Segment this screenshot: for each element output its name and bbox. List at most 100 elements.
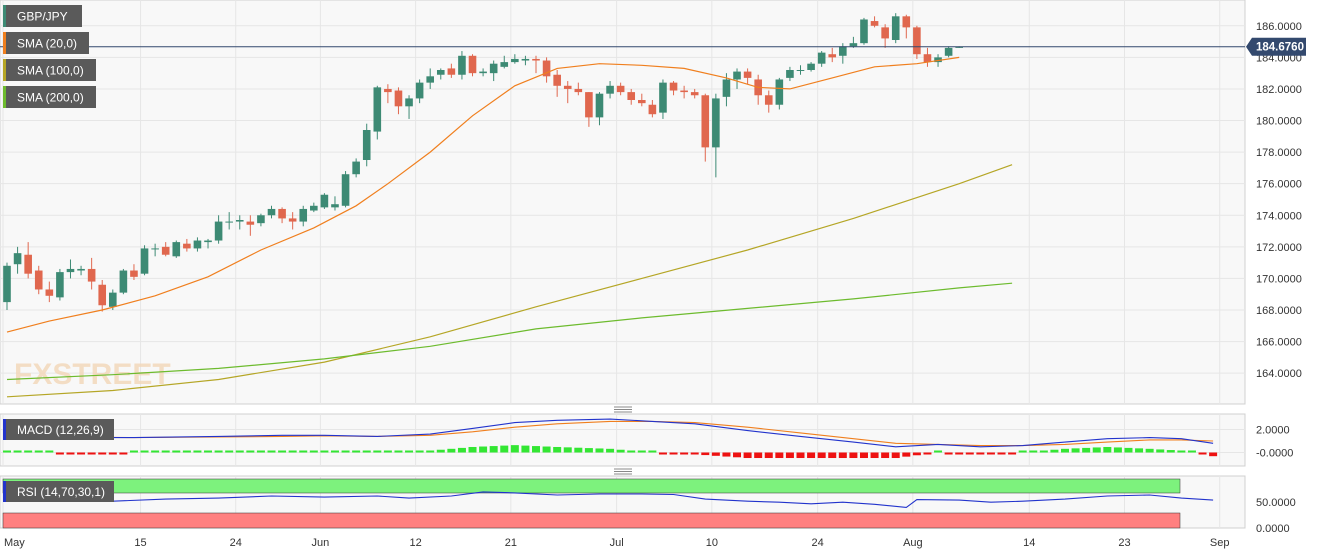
macd-histogram-bar bbox=[87, 452, 96, 455]
y-tick-label: 174.0000 bbox=[1256, 210, 1302, 222]
macd-histogram-bar bbox=[510, 445, 519, 453]
macd-histogram-bar bbox=[912, 452, 921, 456]
y-tick-label: 168.0000 bbox=[1256, 305, 1302, 317]
candle-body bbox=[680, 90, 688, 93]
candle-body bbox=[489, 63, 498, 74]
macd-histogram-bar bbox=[436, 449, 445, 453]
macd-histogram-bar bbox=[415, 450, 424, 453]
candle-body bbox=[511, 58, 519, 63]
macd-histogram-bar bbox=[584, 448, 593, 453]
macd-histogram-bar bbox=[955, 452, 964, 455]
macd-histogram-bar bbox=[330, 450, 339, 453]
candle-body bbox=[161, 246, 170, 255]
candle-body bbox=[606, 85, 614, 94]
watermark: FXSTREET bbox=[14, 358, 171, 391]
y-tick-label: 178.0000 bbox=[1256, 147, 1302, 159]
macd-histogram-bar bbox=[309, 450, 318, 453]
ticker-label: GBP/JPY bbox=[17, 10, 68, 24]
macd-histogram-bar bbox=[1124, 447, 1133, 453]
macd-histogram-bar bbox=[521, 445, 530, 453]
candle-body bbox=[733, 71, 741, 80]
candle-body bbox=[923, 54, 932, 63]
candle-body bbox=[384, 88, 392, 93]
last-price-badge: 184.6760 bbox=[1246, 37, 1306, 56]
macd-histogram-bar bbox=[828, 452, 837, 459]
candle-body bbox=[288, 218, 297, 222]
candle-body bbox=[542, 60, 551, 77]
macd-histogram-bar bbox=[627, 450, 636, 453]
candle-body bbox=[140, 248, 149, 274]
legend-macd[interactable]: MACD (12,26,9) bbox=[3, 419, 114, 440]
candle-body bbox=[373, 87, 382, 132]
macd-histogram-bar bbox=[457, 447, 466, 453]
macd-histogram-bar bbox=[341, 450, 350, 453]
candle-body bbox=[638, 100, 646, 104]
x-tick-label: Jul bbox=[610, 537, 624, 549]
macd-histogram-bar bbox=[658, 452, 667, 455]
macd-histogram-bar bbox=[383, 450, 392, 453]
candle-body bbox=[225, 221, 233, 223]
y-tick-label: 166.0000 bbox=[1256, 337, 1302, 349]
macd-histogram-bar bbox=[256, 450, 265, 453]
macd-histogram-bar bbox=[352, 450, 361, 453]
candle-body bbox=[320, 194, 329, 208]
candle-body bbox=[891, 16, 900, 40]
candle-body bbox=[45, 289, 54, 296]
macd-histogram-bar bbox=[807, 452, 816, 459]
legend-ticker[interactable]: GBP/JPY bbox=[3, 5, 82, 27]
macd-histogram-bar bbox=[77, 452, 86, 455]
macd-histogram-bar bbox=[1071, 448, 1080, 453]
candle-body bbox=[563, 85, 572, 89]
macd-histogram-bar bbox=[595, 448, 604, 453]
candle-body bbox=[426, 76, 434, 83]
macd-histogram-bar bbox=[764, 452, 773, 459]
candle-body bbox=[109, 292, 117, 307]
legend-sma-200[interactable]: SMA (200,0) bbox=[3, 86, 96, 108]
macd-histogram-bar bbox=[1018, 450, 1027, 453]
sma-100-label: SMA (100,0) bbox=[17, 64, 84, 78]
macd-histogram-bar bbox=[55, 452, 64, 455]
macd-pane bbox=[0, 413, 1246, 467]
candle-body bbox=[627, 92, 636, 100]
last-price-value: 184.6760 bbox=[1256, 42, 1304, 54]
legend-sma-100[interactable]: SMA (100,0) bbox=[3, 59, 96, 81]
candle-body bbox=[479, 71, 487, 74]
macd-histogram-bar bbox=[754, 452, 763, 459]
rsi-y-tick-label: 0.0000 bbox=[1256, 523, 1290, 535]
candle-body bbox=[56, 272, 64, 298]
candle-body bbox=[66, 268, 75, 273]
candle-body bbox=[722, 79, 731, 97]
candle-body bbox=[786, 70, 794, 78]
macd-histogram-bar bbox=[1177, 450, 1186, 453]
x-tick-label: 15 bbox=[134, 537, 146, 549]
x-axis: May 15 24 Jun 12 21 Jul 10 24 Aug 14 23 Sep bbox=[4, 537, 1229, 549]
macd-histogram-bar bbox=[1198, 452, 1207, 455]
macd-histogram-bar bbox=[606, 448, 615, 453]
macd-resize-handle[interactable] bbox=[614, 406, 632, 413]
candle-body bbox=[468, 55, 477, 74]
macd-y-tick-label: 2.0000 bbox=[1256, 425, 1290, 437]
macd-histogram-bar bbox=[1135, 448, 1144, 453]
x-tick-label: Sep bbox=[1210, 537, 1230, 549]
macd-histogram-bar bbox=[3, 450, 11, 453]
x-tick-label: Jun bbox=[312, 537, 330, 549]
sma-line-1 bbox=[6, 164, 1013, 398]
rsi-y-tick-label: 50.0000 bbox=[1256, 497, 1296, 509]
macd-histogram-bar bbox=[235, 450, 244, 453]
macd-histogram-bar bbox=[1082, 447, 1091, 453]
macd-histogram-bar bbox=[838, 452, 847, 459]
main-pane bbox=[0, 0, 1246, 405]
macd-histogram-bar bbox=[1008, 452, 1017, 455]
macd-histogram-bar bbox=[775, 452, 784, 459]
macd-histogram-bar bbox=[1061, 448, 1069, 453]
candle-body bbox=[172, 242, 181, 257]
candle-body bbox=[839, 46, 847, 56]
rsi-resize-handle[interactable] bbox=[614, 468, 632, 475]
candle-body bbox=[193, 240, 202, 249]
macd-histogram-bar bbox=[161, 450, 170, 453]
macd-histogram-bar bbox=[976, 452, 985, 455]
legend-sma-20[interactable]: SMA (20,0) bbox=[3, 32, 89, 54]
legend-rsi[interactable]: RSI (14,70,30,1) bbox=[3, 481, 114, 502]
candle-body bbox=[331, 204, 339, 208]
macd-histogram-bar bbox=[489, 446, 498, 453]
